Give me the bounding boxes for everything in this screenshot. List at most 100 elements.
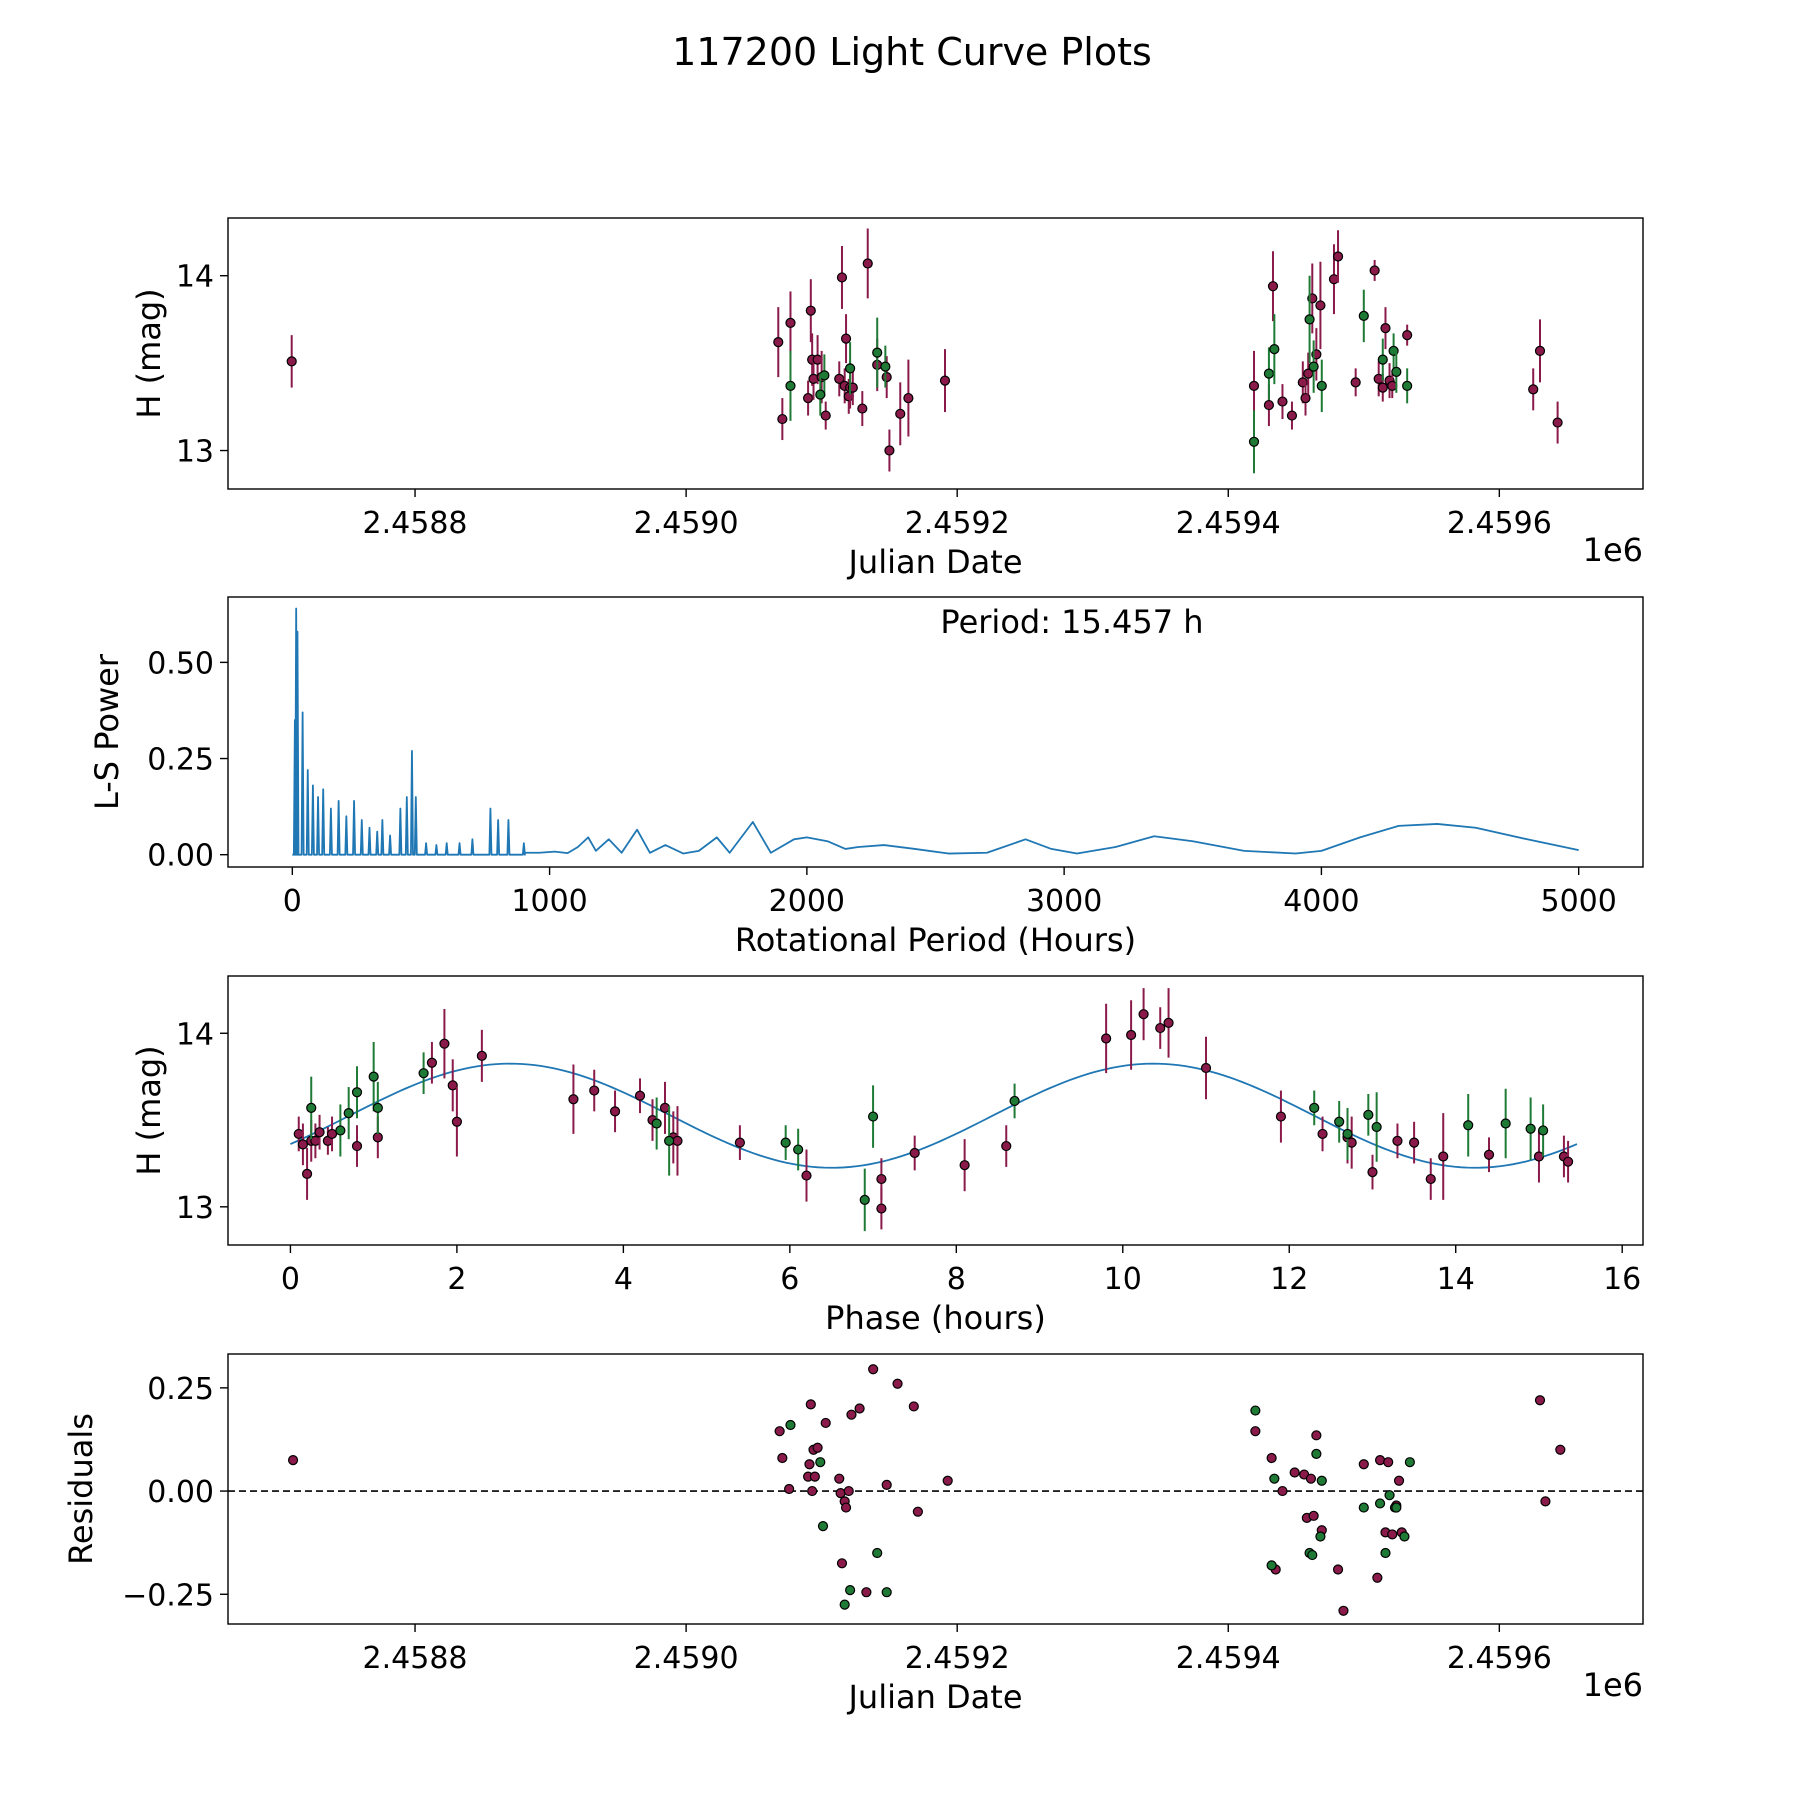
periodogram-x-tick-label: 3000 (1026, 884, 1102, 919)
residuals-x-tick-label: 2.4590 (634, 1641, 739, 1676)
phase-fold-x-tick-label: 4 (614, 1262, 633, 1297)
phase-fold-red-point (634, 1090, 646, 1101)
phase-fold-green-point (1463, 1120, 1474, 1131)
phase-fold-x-tick-label: 8 (947, 1262, 966, 1297)
phase-fold-red-point (589, 1085, 600, 1096)
residuals-red-point (287, 1455, 299, 1466)
phase-fold-green-point (372, 1102, 383, 1113)
phase-fold-green-point (343, 1108, 354, 1119)
phase-fold-red-point (1317, 1128, 1328, 1140)
light-curve-x-tick-label: 2.4588 (363, 506, 468, 541)
residuals-red-point (1308, 1510, 1319, 1521)
residuals-x-offset-text: 1e6 (1583, 1666, 1643, 1704)
residuals-red-point (1372, 1572, 1383, 1583)
periodogram-axes-frame (227, 596, 1644, 868)
phase-fold-red-point (801, 1170, 812, 1181)
phase-fold-y-tick-label: 14 (176, 1017, 214, 1052)
residuals-y-tick-label: 0.25 (147, 1372, 214, 1407)
light-curve-panel: Julian Date H (mag) 1e6 2.4588 2.4590 2.45… (130, 217, 1644, 581)
residuals-green-point (845, 1585, 856, 1596)
residuals-green-point (1266, 1560, 1277, 1571)
residuals-red-point (942, 1475, 953, 1486)
periodogram-y-tick-label: 0.25 (147, 743, 214, 778)
light-curve-x-label: Julian Date (846, 543, 1022, 581)
phase-fold-x-tick-label: 2 (447, 1262, 466, 1297)
phase-fold-x-tick-label: 10 (1104, 1262, 1142, 1297)
residuals-red-point (881, 1479, 892, 1490)
light-curve-red-point (1380, 323, 1391, 334)
phase-fold-red-point (301, 1168, 313, 1179)
light-curve-red-point (881, 372, 892, 383)
light-curve-red-point (884, 445, 895, 456)
phase-fold-red-point (372, 1132, 383, 1143)
phase-fold-green-point (859, 1194, 870, 1205)
phase-fold-axes-frame (227, 975, 1644, 1246)
light-curve-x-tick-label: 2.4596 (1447, 506, 1552, 541)
residuals-red-point (812, 1442, 823, 1453)
figure-title: 117200 Light Curve Plots (672, 30, 1152, 74)
residuals-red-point (1305, 1473, 1317, 1484)
periodogram-x-label: Rotational Period (Hours) (735, 921, 1136, 959)
residuals-red-point (1250, 1426, 1261, 1437)
phase-fold-green-point (1309, 1102, 1320, 1113)
residuals-green-point (1315, 1531, 1326, 1542)
residuals-green-point (1307, 1549, 1318, 1561)
residuals-red-point (1534, 1395, 1546, 1406)
residuals-red-point (777, 1452, 788, 1464)
periodogram-y-tick-label: 0.50 (147, 646, 214, 681)
residuals-axes-frame (227, 1353, 1644, 1625)
light-curve-y-tick-label: 13 (176, 435, 214, 470)
phase-fold-red-point (310, 1135, 321, 1146)
light-curve-x-offset-text: 1e6 (1583, 531, 1643, 569)
light-curve-red-point (836, 272, 848, 283)
phase-fold-x-label: Phase (hours) (825, 1299, 1046, 1337)
periodogram-x-tick-label: 5000 (1541, 884, 1617, 919)
residuals-red-point (1555, 1444, 1566, 1455)
light-curve-red-point (777, 413, 788, 425)
light-curve-red-point (1534, 345, 1546, 356)
light-curve-green-point (1263, 368, 1275, 379)
residuals-red-point (912, 1506, 923, 1517)
phase-fold-green-point (1525, 1123, 1536, 1134)
phase-fold-red-point (672, 1135, 683, 1146)
light-curve-green-point (880, 361, 891, 372)
phase-fold-red-point (909, 1147, 920, 1159)
phase-fold-green-point (1342, 1128, 1353, 1140)
phase-fold-red-point (1346, 1137, 1357, 1148)
phase-fold-red-point (1392, 1135, 1403, 1146)
residuals-green-point (1404, 1457, 1415, 1468)
residuals-red-point (805, 1399, 816, 1410)
residuals-red-point (843, 1485, 854, 1497)
residuals-green-point (1316, 1475, 1327, 1486)
phase-fold-red-point (659, 1102, 671, 1113)
phase-fold-y-tick-label: 13 (176, 1191, 214, 1226)
phase-fold-red-point (297, 1139, 309, 1150)
light-curve-green-point (785, 380, 796, 391)
periodogram-panel: Rotational Period (Hours) L-S Power Peri… (88, 596, 1644, 959)
phase-fold-green-point (1371, 1121, 1382, 1133)
phase-fold-green-point (418, 1068, 429, 1079)
residuals-x-tick-label: 2.4588 (363, 1641, 468, 1676)
light-curve-x-tick-label: 2.4594 (1176, 506, 1281, 541)
residuals-red-point (1289, 1467, 1300, 1478)
light-curve-y-label: H (mag) (130, 288, 168, 418)
phase-fold-red-point (1367, 1167, 1378, 1178)
residuals-green-point (1384, 1490, 1395, 1501)
phase-fold-x-tick-label: 0 (281, 1262, 300, 1297)
light-curve-red-point (1263, 399, 1275, 411)
residuals-red-point (1393, 1475, 1405, 1486)
residuals-x-tick-label: 2.4592 (905, 1641, 1010, 1676)
phase-fold-red-point (876, 1173, 887, 1185)
residuals-x-tick-label: 2.4596 (1447, 1641, 1552, 1676)
phase-fold-red-point (476, 1050, 487, 1061)
phase-fold-y-label: H (mag) (130, 1045, 168, 1175)
phase-fold-green-point (867, 1111, 879, 1122)
light-curve-red-point (1248, 380, 1260, 391)
residuals-red-point (854, 1403, 865, 1414)
phase-fold-green-point (351, 1087, 363, 1098)
light-curve-red-point (840, 333, 852, 344)
residuals-green-point (785, 1419, 796, 1431)
residuals-red-point (840, 1502, 852, 1513)
residuals-green-point (1399, 1531, 1410, 1542)
